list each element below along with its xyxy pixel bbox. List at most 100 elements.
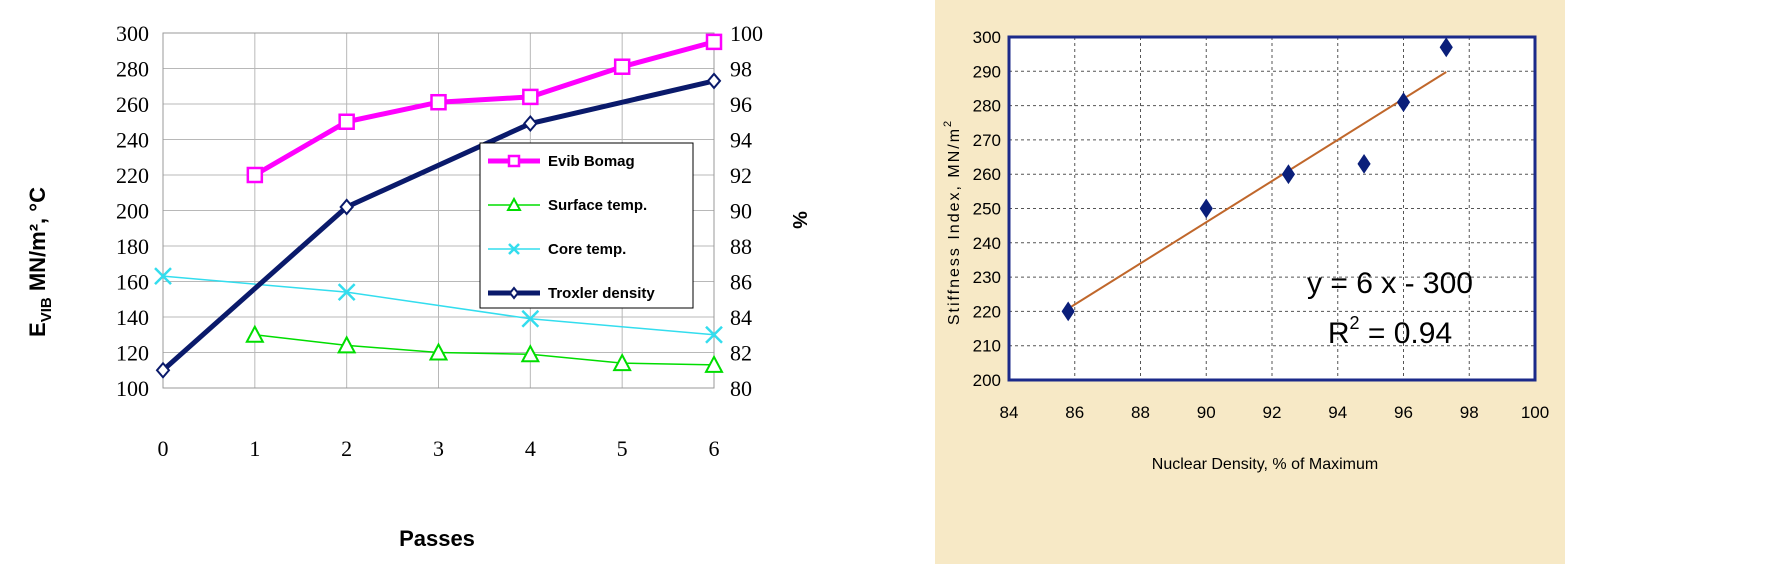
chart1-y2-tick-label: 100 bbox=[730, 21, 763, 46]
chart1-y-tick-label: 300 bbox=[116, 21, 149, 46]
chart1-series-line bbox=[161, 78, 715, 373]
chart1-y2-tick-label: 90 bbox=[730, 199, 752, 224]
chart1-data-point bbox=[613, 58, 631, 75]
chart1-x-tick-label: 5 bbox=[617, 436, 628, 461]
chart1-x-tick-label: 3 bbox=[433, 436, 444, 461]
chart1-legend-box bbox=[479, 142, 694, 309]
chart1-series bbox=[154, 33, 724, 379]
chart1-y2-tick-label: 92 bbox=[730, 163, 752, 188]
chart1-data-point bbox=[706, 72, 722, 90]
chart2-data-point bbox=[1357, 154, 1371, 174]
chart2-x-tick-label: 86 bbox=[1065, 403, 1084, 422]
chart1-y2-axis-label: % bbox=[788, 211, 810, 229]
chart2-data-point bbox=[1281, 164, 1296, 185]
chart2-x-tick-label: 90 bbox=[1197, 403, 1216, 422]
chart1-legend-label: Evib Bomag bbox=[548, 153, 635, 170]
chart1-y2-tick-label: 96 bbox=[730, 92, 752, 117]
chart1-data-point bbox=[339, 198, 354, 216]
chart1-y2-tick-label: 88 bbox=[730, 234, 752, 259]
chart2-equation: y = 6 x - 300 bbox=[1307, 267, 1473, 300]
chart1-y-tick-label: 260 bbox=[116, 92, 149, 117]
chart2-y-tick-label: 260 bbox=[973, 165, 1001, 184]
chart1-data-point bbox=[245, 324, 265, 343]
chart2-x-tick-label: 100 bbox=[1521, 403, 1549, 422]
chart2-y-tick-label: 200 bbox=[973, 371, 1001, 390]
chart1-data-point bbox=[612, 353, 632, 372]
chart1-y-tick-label: 180 bbox=[116, 234, 149, 259]
chart1-data-point bbox=[520, 344, 540, 363]
chart1-data-point bbox=[430, 93, 447, 111]
chart1-y-axis-label: EVIB MN/m², °C bbox=[25, 187, 55, 337]
chart1-series-line bbox=[253, 39, 715, 178]
chart1-data-point bbox=[246, 166, 264, 184]
chart1-y2-tick-labels: 80 82 84 86 88 90 92 94 96 98 100 bbox=[730, 21, 763, 401]
chart1-x-tick-label: 6 bbox=[709, 436, 720, 461]
chart2-y-tick-label: 290 bbox=[973, 62, 1001, 81]
chart1-y-tick-label: 220 bbox=[116, 163, 149, 188]
chart1-y-tick-label: 160 bbox=[116, 270, 149, 295]
chart1-data-point bbox=[428, 342, 449, 361]
chart2-trendline bbox=[1067, 71, 1447, 310]
chart1-y-tick-label: 100 bbox=[116, 376, 149, 401]
chart2-y-tick-label: 240 bbox=[973, 234, 1001, 253]
chart1-y2-tick-label: 94 bbox=[730, 128, 752, 153]
chart1-data-point bbox=[523, 114, 538, 133]
chart1-y-tick-label: 280 bbox=[116, 57, 149, 82]
chart2-y-tick-label: 250 bbox=[973, 200, 1001, 219]
chart2-y-tick-label: 210 bbox=[973, 337, 1001, 356]
chart1-legend-label: Surface temp. bbox=[548, 197, 647, 214]
chart1-x-tick-label: 2 bbox=[341, 436, 352, 461]
chart1-data-point bbox=[337, 283, 356, 302]
chart2-y-tick-labels: 200 210 220 230 240 250 260 270 280 290 300 bbox=[973, 28, 1001, 390]
chart2-data-point bbox=[1061, 301, 1075, 322]
chart1-y2-tick-label: 98 bbox=[730, 57, 752, 82]
chart2-data-point bbox=[1396, 92, 1411, 113]
chart2-r-squared: R2 = 0.94 bbox=[1328, 313, 1452, 350]
chart1-legend-marker bbox=[507, 154, 521, 168]
chart2-y-tick-label: 230 bbox=[973, 268, 1001, 287]
chart1-legend-label: Core temp. bbox=[548, 241, 626, 258]
chart2-y-tick-label: 270 bbox=[973, 131, 1001, 150]
chart2-x-tick-label: 98 bbox=[1460, 403, 1479, 422]
chart1-y-tick-label: 140 bbox=[116, 305, 149, 330]
chart2-data-point bbox=[1199, 198, 1213, 219]
chart2-x-tick-label: 94 bbox=[1328, 403, 1347, 422]
chart1-y2-tick-label: 84 bbox=[730, 305, 752, 330]
chart2-data-point bbox=[1439, 37, 1453, 58]
chart1-series-line bbox=[254, 334, 715, 366]
chart1-data-point bbox=[155, 361, 171, 379]
chart1-data-point bbox=[704, 354, 724, 373]
chart2-y-tick-label: 220 bbox=[973, 302, 1001, 321]
chart2-x-axis-label: Nuclear Density, % of Maximum bbox=[1152, 456, 1378, 473]
chart2-y-tick-label: 280 bbox=[973, 97, 1001, 116]
chart1-legend: Evib Bomag Surface temp. Core temp. Troxler… bbox=[479, 142, 694, 309]
chart1-y2-tick-label: 80 bbox=[730, 376, 752, 401]
chart1-data-point bbox=[521, 309, 540, 328]
chart1-y-tick-label: 200 bbox=[116, 199, 149, 224]
line-chart-passes: 100 120 140 160 180 200 220 2 4 0 260 280 300 80 82 84… bbox=[25, 21, 810, 551]
chart1-y-tick-labels: 100 120 140 160 180 200 220 240 260 280 300 bbox=[116, 21, 149, 401]
chart2-x-tick-labels: 84 86 88 90 92 94 96 98 100 bbox=[1000, 403, 1550, 422]
chart2-x-tick-label: 84 bbox=[1000, 403, 1019, 422]
chart1-x-tick-label: 4 bbox=[525, 436, 536, 461]
chart1-x-tick-labels: 0 1 2 3 4 5 6 bbox=[158, 436, 720, 461]
chart1-data-point bbox=[336, 335, 357, 354]
chart1-legend-marker bbox=[508, 286, 520, 300]
chart2-plot-frame bbox=[1007, 35, 1537, 382]
chart1-data-point bbox=[154, 267, 172, 286]
chart1-y-tick-label: 120 bbox=[116, 341, 149, 366]
chart1-y2-tick-label: 86 bbox=[730, 270, 752, 295]
chart1-x-tick-label: 1 bbox=[249, 436, 260, 461]
chart1-x-tick-label: 0 bbox=[158, 436, 169, 461]
chart2-y-axis-label: Stiffness Index, MN/m2 bbox=[942, 119, 963, 325]
chart1-data-point bbox=[705, 33, 723, 51]
chart1-y2-tick-label: 82 bbox=[730, 341, 752, 366]
chart2-y-tick-label: 300 bbox=[973, 28, 1001, 47]
chart1-plot-frame bbox=[162, 32, 715, 389]
chart1-series-line bbox=[162, 275, 715, 336]
chart1-legend-label: Troxler density bbox=[548, 285, 655, 302]
chart1-legend-marker bbox=[506, 196, 522, 211]
scatter-chart-stiffness: 200 210 220 230 240 250 260 270 280 290 300 84 86 88… bbox=[935, 0, 1565, 564]
chart1-legend-marker bbox=[508, 243, 520, 255]
